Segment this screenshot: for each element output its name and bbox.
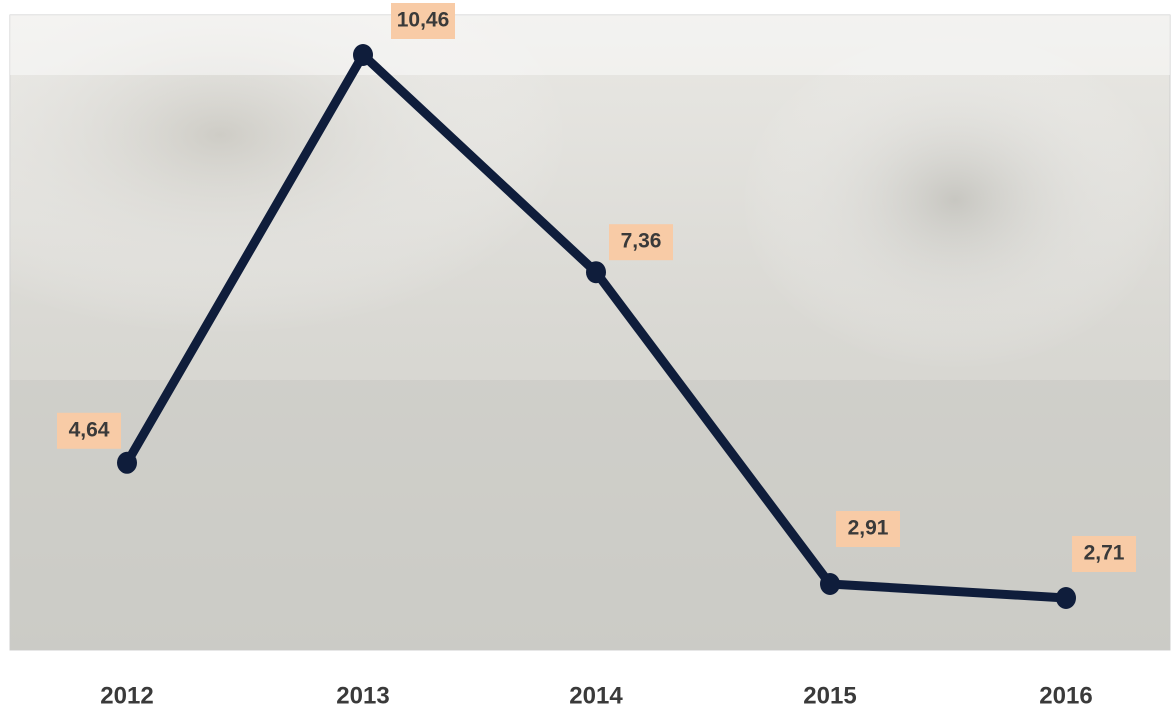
data-label: 10,46 [397,9,450,32]
marker [586,261,606,284]
background-photo [10,380,1170,650]
data-label: 7,36 [621,230,662,253]
marker [353,44,373,66]
data-label: 4,64 [69,418,110,441]
x-tick-label: 2012 [100,682,153,709]
background-photo [10,15,1170,75]
data-label-box [609,224,673,261]
marker [820,572,840,595]
x-tick-label: 2015 [803,682,856,709]
data-label-box [1072,536,1136,572]
data-label-box [391,3,455,39]
data-label: 2,71 [1084,542,1125,565]
background-photo [740,30,1170,370]
marker [117,451,137,474]
x-tick-label: 2016 [1039,682,1092,709]
x-tick-label: 2013 [336,682,389,709]
data-label-box [836,510,900,547]
data-label-box [57,412,121,449]
background-photo [10,15,710,415]
data-label: 2,91 [848,517,889,540]
marker [1056,587,1076,609]
x-tick-label: 2014 [569,682,623,709]
